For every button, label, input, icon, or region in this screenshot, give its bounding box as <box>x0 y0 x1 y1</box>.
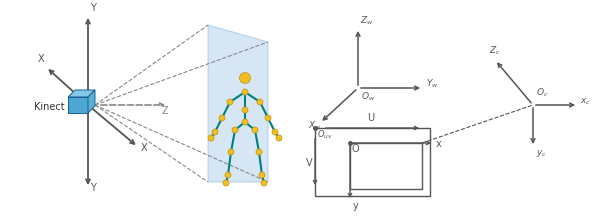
Text: $Z_c$: $Z_c$ <box>489 44 501 57</box>
Text: U: U <box>367 113 374 123</box>
Text: Y: Y <box>90 183 96 193</box>
Circle shape <box>276 135 282 141</box>
Text: $Y_w$: $Y_w$ <box>426 77 439 90</box>
Text: $Z_w$: $Z_w$ <box>360 14 374 26</box>
Text: Y: Y <box>90 3 96 13</box>
Circle shape <box>256 149 262 155</box>
Text: $X_w$: $X_w$ <box>308 119 322 132</box>
Text: Kinect: Kinect <box>34 102 65 112</box>
Circle shape <box>242 119 248 125</box>
Circle shape <box>223 180 229 186</box>
Circle shape <box>239 73 251 84</box>
Circle shape <box>265 115 271 121</box>
Circle shape <box>225 172 231 178</box>
Circle shape <box>261 180 267 186</box>
Text: $x_c$: $x_c$ <box>580 96 591 106</box>
Circle shape <box>252 127 258 133</box>
Circle shape <box>232 127 238 133</box>
Polygon shape <box>88 90 95 113</box>
Circle shape <box>257 99 263 105</box>
Text: V: V <box>306 158 313 168</box>
Text: X: X <box>38 54 44 64</box>
Circle shape <box>208 135 214 141</box>
Circle shape <box>242 107 248 113</box>
Polygon shape <box>68 97 88 113</box>
Text: $y_c$: $y_c$ <box>536 148 547 159</box>
Text: y: y <box>353 201 359 211</box>
Circle shape <box>227 99 233 105</box>
Circle shape <box>219 115 225 121</box>
Text: Z: Z <box>162 106 169 116</box>
Text: $O_c$: $O_c$ <box>536 86 548 99</box>
Text: O: O <box>352 144 359 154</box>
Text: $O_{uv}$: $O_{uv}$ <box>317 128 333 141</box>
Circle shape <box>242 89 248 95</box>
Polygon shape <box>208 25 268 182</box>
Circle shape <box>259 172 265 178</box>
Circle shape <box>212 129 218 135</box>
Polygon shape <box>68 90 95 97</box>
Text: X: X <box>141 143 148 153</box>
Circle shape <box>272 129 278 135</box>
Circle shape <box>228 149 234 155</box>
Text: x: x <box>436 139 442 149</box>
Text: $O_w$: $O_w$ <box>361 90 376 103</box>
